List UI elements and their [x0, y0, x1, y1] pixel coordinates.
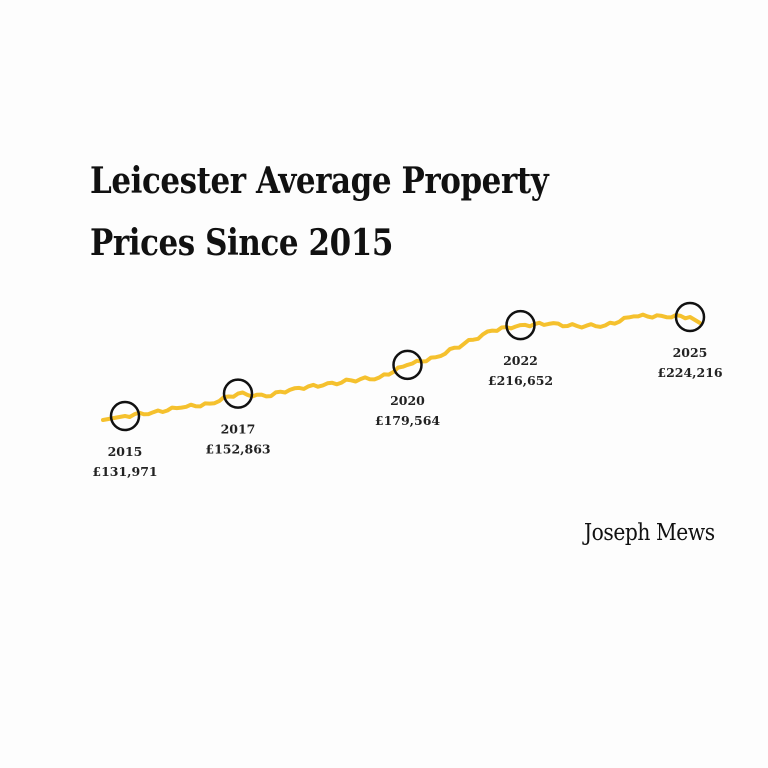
year-label-2020: 2020 [390, 393, 425, 408]
price-label-2015: £131,971 [92, 464, 157, 479]
year-label-2022: 2022 [503, 353, 538, 368]
price-label-2025: £224,216 [657, 365, 723, 380]
price-label-2020: £179,564 [375, 413, 441, 428]
year-label-2017: 2017 [221, 422, 256, 437]
chart-title: Leicester Average Property Prices Since … [90, 160, 549, 264]
marker-2017 [222, 378, 254, 409]
price-label-2022: £216,652 [488, 373, 553, 388]
year-label-2025: 2025 [673, 345, 708, 360]
marker-2025 [674, 301, 706, 333]
year-label-2015: 2015 [108, 444, 143, 459]
price-line [101, 312, 702, 422]
price-label-2017: £152,863 [205, 442, 270, 457]
marker-2022 [505, 309, 536, 341]
marker-2020 [392, 349, 423, 381]
brand-name: Joseph Mews [584, 520, 715, 546]
marker-2015 [109, 400, 141, 432]
